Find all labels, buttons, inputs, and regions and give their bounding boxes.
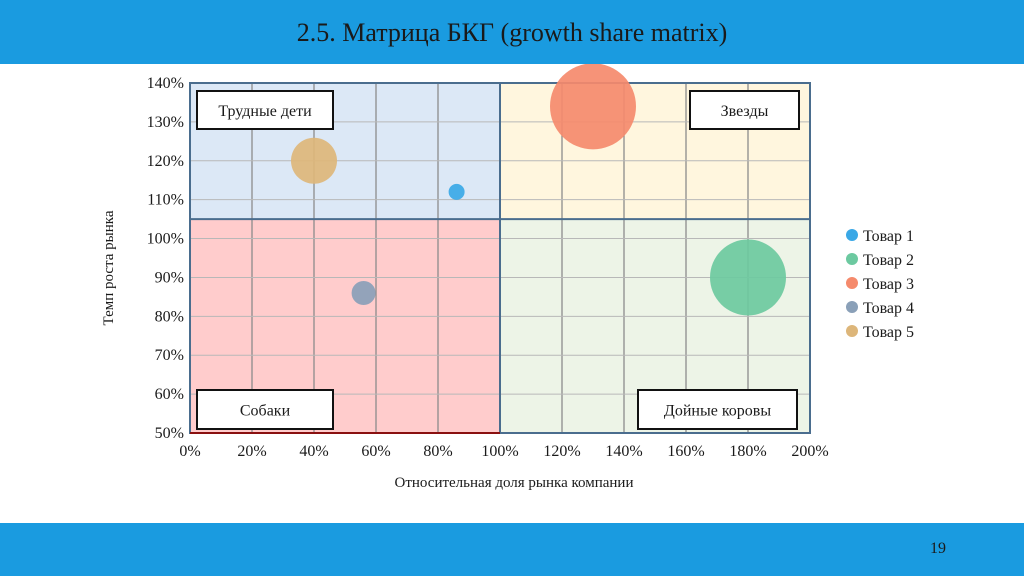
quadrant-label-box-cash_cows [637,389,798,430]
x-axis-label: Относительная доля рынка компании [395,475,634,491]
legend-entry-Товар 1: Товар 1 [863,228,914,245]
legend-marker-Товар 5 [846,325,858,337]
legend-marker-Товар 4 [846,301,858,313]
x-tick-label: 160% [667,443,704,460]
legend-marker-Товар 2 [846,253,858,265]
quadrant-label-stars: Звезды [721,103,769,120]
bubble-Товар 3 [550,64,636,150]
y-tick-label: 100% [147,231,184,248]
y-tick-label: 60% [155,386,184,403]
quadrant-label-cash_cows: Дойные коровы [664,403,771,420]
x-tick-label: 200% [791,443,828,460]
x-tick-label: 60% [361,443,390,460]
legend-entry-Товар 2: Товар 2 [863,252,914,269]
header-bar [0,0,1024,64]
slide-title: 2.5. Матрица БКГ (growth share matrix) [296,18,728,47]
quadrant-label-dogs: Собаки [240,403,291,420]
footer-bar [0,523,1024,576]
y-tick-label: 140% [147,75,184,92]
x-tick-label: 140% [605,443,642,460]
legend-marker-Товар 3 [846,277,858,289]
quadrant-label-problem_children: Трудные дети [218,103,312,120]
x-tick-label: 20% [237,443,266,460]
legend-entry-Товар 3: Товар 3 [863,276,914,293]
y-tick-label: 110% [147,192,184,209]
y-tick-label: 80% [155,308,184,325]
x-tick-label: 180% [729,443,766,460]
legend-entry-Товар 5: Товар 5 [863,324,914,341]
quadrant-label-box-problem_children [196,90,334,130]
page-number: 19 [930,540,946,557]
x-tick-label: 80% [423,443,452,460]
bubble-Товар 4 [351,281,376,305]
x-tick-label: 100% [481,443,518,460]
x-tick-label: 120% [543,443,580,460]
y-axis-label: Темп роста рынка [101,210,117,325]
quadrant-label-box-stars [689,90,800,130]
bcg-chart: Трудные дети Звезды Собаки Дойные коровы 0%… [101,64,914,491]
bubble-Товар 1 [448,183,465,200]
quadrant-label-box-dogs [196,389,334,430]
bubble-Товар 5 [291,137,337,184]
bubbles [291,64,786,316]
x-tick-label: 0% [179,443,200,460]
legend-entry-Товар 4: Товар 4 [863,300,914,317]
bubble-Товар 2 [710,239,786,316]
y-tick-label: 50% [155,425,184,442]
x-tick-labels: 0% 20% 40% 60% 80% 100% 120% 140% 160% 180% 200% [179,443,828,460]
y-tick-labels: 50% 60% 70% 80% 90% 100% 110% 120% 130% 140% [147,75,184,442]
y-tick-label: 120% [147,153,184,170]
legend: Товар 1 Товар 2 Товар 3 Товар 4 Товар 5 [846,228,914,341]
y-tick-label: 70% [155,347,184,364]
chart-frame [189,82,811,434]
legend-marker-Товар 1 [846,229,858,241]
quadrant-labels: Трудные дети Звезды Собаки Дойные коровы [196,90,800,430]
x-tick-label: 40% [299,443,328,460]
y-tick-label: 130% [147,114,184,131]
y-tick-label: 90% [155,269,184,286]
